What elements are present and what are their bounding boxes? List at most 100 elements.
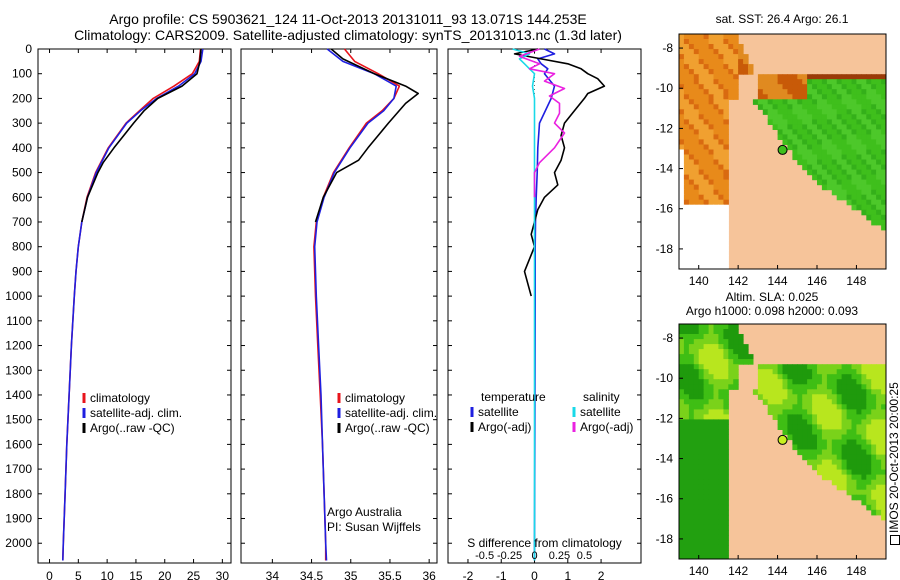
map-cell: [836, 194, 843, 201]
map-cell: [797, 364, 803, 370]
map-cell: [797, 399, 803, 405]
map-cell: [708, 424, 715, 430]
map-cell: [826, 404, 833, 410]
map-cell: [821, 409, 828, 415]
map-cell: [683, 194, 690, 201]
map-cell: [767, 84, 774, 90]
map-cell: [831, 474, 838, 481]
map-cell: [812, 84, 818, 90]
map-cell: [693, 54, 700, 60]
map-cell: [881, 464, 886, 471]
map-cell: [871, 154, 877, 161]
map-cell: [679, 324, 685, 330]
map-cell: [718, 519, 724, 526]
map-cell: [693, 459, 700, 466]
map-cell: [703, 114, 710, 120]
map-cell: [846, 469, 853, 476]
map-cell: [703, 229, 710, 236]
map-cell: [679, 199, 685, 206]
map-cell: [836, 149, 843, 156]
map-cell: [752, 389, 759, 395]
map-cell: [831, 159, 838, 166]
map-cell: [817, 434, 823, 441]
map-cell: [693, 244, 700, 251]
map-cell: [787, 374, 793, 380]
map-cell: [802, 429, 808, 435]
map-cell: [807, 79, 813, 85]
map-cell: [683, 334, 690, 340]
map-cell: [703, 59, 710, 65]
xtick-label: -2: [463, 569, 474, 580]
map-cell: [802, 369, 808, 375]
map-cell: [683, 114, 690, 120]
map-cell: [679, 464, 685, 471]
map-cell: [817, 384, 823, 390]
map-cell: [817, 379, 823, 385]
map-cell: [851, 79, 857, 85]
map-cell: [718, 34, 724, 40]
map-cell: [762, 99, 769, 105]
map-cell: [698, 449, 705, 456]
map-cell: [826, 129, 833, 135]
map-cell: [703, 69, 710, 75]
map-cell: [856, 429, 862, 435]
map-cell: [679, 364, 685, 370]
map-cell: [846, 119, 853, 125]
map-cell: [817, 129, 823, 135]
map-cell: [688, 104, 695, 110]
map-cell: [752, 99, 759, 105]
map-cell: [777, 109, 784, 115]
map-cell: [703, 214, 710, 221]
map-cell: [762, 89, 769, 95]
map-cell: [683, 214, 690, 221]
map-cell: [683, 104, 690, 110]
map-cell: [718, 349, 724, 355]
map-cell: [871, 89, 877, 95]
map-cell: [777, 94, 784, 100]
map-cell: [723, 369, 729, 375]
map-cell: [713, 409, 719, 415]
map-cell: [679, 89, 685, 95]
map-cell: [688, 239, 695, 246]
map-cell: [703, 394, 710, 400]
legend-item-label: Argo(-adj): [478, 420, 531, 434]
map-cell: [826, 149, 833, 156]
map-cell: [683, 329, 690, 335]
map-cell: [787, 429, 793, 435]
map-cell: [718, 224, 724, 231]
map-cell: [703, 249, 710, 256]
map-cell: [856, 99, 862, 105]
map-cell: [723, 384, 729, 390]
map-cell: [812, 104, 818, 110]
xtick-top-label: -0.5: [475, 550, 494, 562]
map-cell: [679, 484, 685, 491]
map-cell: [708, 234, 715, 241]
map-cell: [807, 74, 813, 80]
map-cell: [703, 379, 710, 385]
map-cell: [841, 149, 848, 156]
map-cell: [693, 484, 700, 491]
map-cell: [871, 199, 877, 206]
map-cell: [881, 169, 886, 176]
map-cell: [856, 469, 862, 476]
map-cell: [807, 409, 813, 415]
map-cell: [713, 555, 719, 559]
xtick-label: 148: [846, 564, 866, 578]
map-cell: [693, 469, 700, 476]
map-cell: [718, 524, 724, 531]
map-cell: [723, 254, 729, 261]
map-cell: [698, 464, 705, 471]
map-cell: [881, 469, 886, 476]
map-cell: [831, 174, 838, 181]
map-cell: [688, 84, 695, 90]
map-cell: [866, 109, 872, 115]
map-cell: [851, 134, 857, 140]
map-cell: [738, 359, 744, 365]
map-cell: [841, 424, 848, 430]
map-cell: [683, 384, 690, 390]
map-cell: [851, 204, 857, 211]
map-cell: [876, 159, 882, 166]
map-frame: [678, 323, 887, 560]
map-cell: [846, 89, 853, 95]
map-cell: [698, 474, 705, 481]
